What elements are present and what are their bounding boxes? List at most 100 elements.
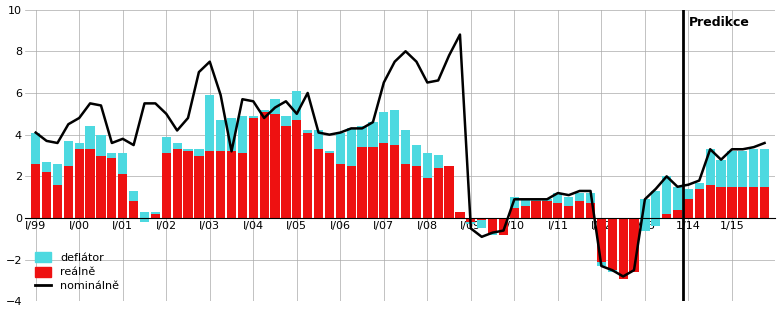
Bar <box>118 153 127 174</box>
Bar <box>151 212 160 214</box>
Bar <box>575 193 584 201</box>
Bar <box>325 151 334 153</box>
Bar <box>107 153 116 157</box>
Bar <box>205 95 215 151</box>
Bar <box>749 187 758 218</box>
Bar <box>259 112 269 218</box>
Bar <box>433 168 443 218</box>
Bar <box>237 153 247 218</box>
Bar <box>314 149 323 218</box>
Bar <box>542 199 551 201</box>
Bar <box>129 201 138 218</box>
Bar <box>85 126 95 149</box>
Bar <box>64 141 73 166</box>
Bar <box>466 222 476 224</box>
Bar <box>53 164 62 185</box>
Legend: deflátor, reálně, nominálně: deflátor, reálně, nominálně <box>30 248 124 296</box>
Bar <box>662 214 672 218</box>
Bar <box>694 182 704 189</box>
Bar <box>564 206 573 218</box>
Bar <box>532 199 540 201</box>
Bar <box>227 151 236 218</box>
Bar <box>31 133 41 164</box>
Bar <box>205 151 215 218</box>
Bar <box>140 212 149 222</box>
Bar <box>488 218 497 233</box>
Bar <box>194 156 204 218</box>
Bar <box>532 201 540 218</box>
Bar <box>608 218 617 270</box>
Bar <box>477 220 487 228</box>
Bar <box>347 128 356 166</box>
Bar <box>684 199 693 218</box>
Bar <box>303 131 312 133</box>
Bar <box>662 176 672 214</box>
Bar <box>173 149 182 218</box>
Bar <box>412 145 421 166</box>
Bar <box>107 157 116 218</box>
Bar <box>749 149 758 187</box>
Bar <box>281 126 291 218</box>
Bar <box>455 212 465 218</box>
Bar <box>466 218 476 224</box>
Bar <box>608 270 617 272</box>
Bar <box>586 203 595 218</box>
Bar <box>248 118 258 218</box>
Bar <box>281 116 291 126</box>
Bar <box>237 116 247 153</box>
Bar <box>694 189 704 218</box>
Bar <box>129 191 138 201</box>
Bar <box>75 143 84 149</box>
Bar <box>499 218 508 235</box>
Bar <box>270 114 280 218</box>
Bar <box>575 201 584 218</box>
Bar <box>716 160 726 187</box>
Bar <box>705 185 715 218</box>
Bar <box>151 212 160 218</box>
Bar <box>651 191 661 226</box>
Bar <box>64 166 73 218</box>
Bar <box>42 162 52 172</box>
Bar <box>619 218 628 279</box>
Bar <box>314 131 323 149</box>
Bar <box>390 110 399 145</box>
Bar <box>401 164 410 218</box>
Bar <box>173 143 182 149</box>
Bar <box>380 112 388 143</box>
Bar <box>96 135 105 156</box>
Bar <box>651 218 661 226</box>
Bar <box>42 172 52 218</box>
Bar <box>369 122 377 147</box>
Bar <box>31 164 41 218</box>
Bar <box>673 210 682 218</box>
Bar <box>586 193 595 203</box>
Bar <box>216 120 225 151</box>
Bar <box>270 99 280 114</box>
Bar <box>227 118 236 151</box>
Bar <box>673 187 682 210</box>
Bar <box>358 126 367 147</box>
Bar <box>303 131 312 218</box>
Bar <box>140 218 149 222</box>
Bar <box>423 178 432 218</box>
Bar <box>248 116 258 118</box>
Bar <box>184 151 193 218</box>
Bar <box>162 137 171 153</box>
Bar <box>401 131 410 164</box>
Bar <box>423 153 432 178</box>
Bar <box>629 218 639 272</box>
Bar <box>433 156 443 168</box>
Bar <box>118 174 127 218</box>
Bar <box>510 208 519 218</box>
Bar <box>194 149 204 156</box>
Bar <box>738 187 747 218</box>
Bar <box>640 218 650 231</box>
Bar <box>292 120 301 218</box>
Bar <box>553 193 562 203</box>
Bar <box>96 156 105 218</box>
Bar <box>216 151 225 218</box>
Bar <box>716 187 726 218</box>
Bar <box>75 149 84 218</box>
Text: Predikce: Predikce <box>688 16 749 29</box>
Bar <box>597 218 606 266</box>
